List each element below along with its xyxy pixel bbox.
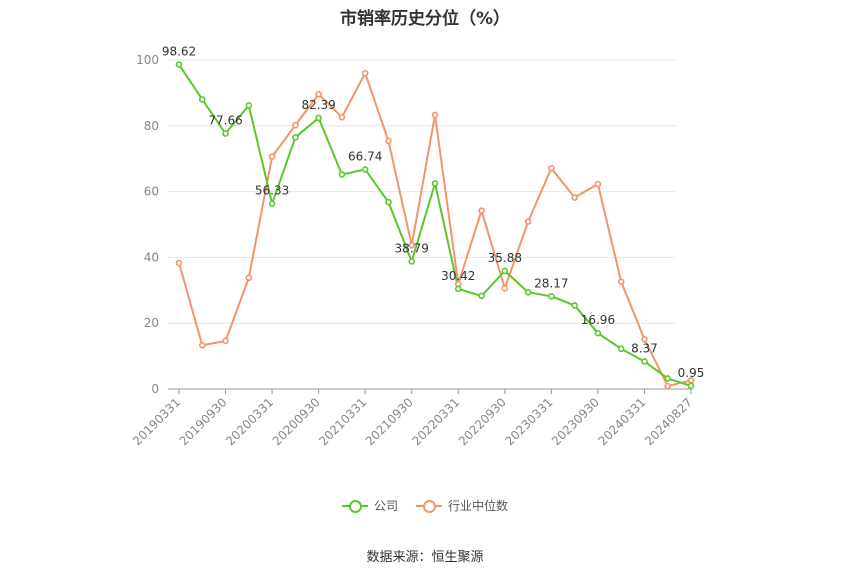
y-tick-label: 100 <box>136 53 159 67</box>
data-point-company <box>594 329 602 337</box>
data-point-industry <box>594 180 602 188</box>
data-point-company <box>431 180 439 187</box>
series-line-industry <box>178 72 692 388</box>
data-point-company <box>548 293 555 300</box>
y-tick-label: 40 <box>144 250 159 264</box>
data-point-company <box>222 130 229 137</box>
data-point-industry <box>431 111 439 119</box>
legend-item-company[interactable]: 公司 <box>341 497 398 514</box>
data-point-industry <box>501 285 509 292</box>
legend: 公司 行业中位数 <box>0 497 850 514</box>
data-point-industry <box>361 69 369 77</box>
x-tick-label: 20240331 <box>595 395 648 448</box>
data-point-industry <box>268 153 276 161</box>
source-note: 数据来源：恒生聚源 <box>366 550 484 565</box>
data-point-company <box>385 198 392 206</box>
data-point-company <box>501 267 509 275</box>
data-point-industry <box>548 164 555 172</box>
data-label: 0.95 <box>678 366 705 380</box>
data-label: 8.37 <box>631 341 658 355</box>
data-point-industry <box>641 336 648 343</box>
data-point-industry <box>664 382 672 390</box>
data-point-company <box>408 258 416 265</box>
data-point-company <box>478 292 485 300</box>
y-tick-label: 60 <box>144 185 159 199</box>
data-label: 38.79 <box>395 241 429 255</box>
data-point-company <box>315 114 322 122</box>
data-point-company <box>292 134 299 141</box>
y-tick-label: 80 <box>144 119 159 133</box>
x-tick-label: 20240827 <box>642 395 695 448</box>
x-tick-label: 20200331 <box>223 395 276 448</box>
data-point-company <box>617 345 625 353</box>
data-point-company <box>454 285 462 293</box>
data-point-industry <box>245 274 253 282</box>
x-tick-label: 20190331 <box>130 395 183 448</box>
x-tick-label: 20190930 <box>177 395 230 448</box>
y-tick-label: 0 <box>151 382 159 396</box>
data-point-company <box>361 166 369 173</box>
data-label: 56.33 <box>255 184 289 198</box>
data-point-industry <box>617 278 625 286</box>
data-point-industry <box>198 341 206 349</box>
data-point-company <box>175 61 183 68</box>
data-point-company <box>338 171 346 178</box>
data-point-company <box>664 375 672 382</box>
x-tick-label: 20230930 <box>549 395 602 448</box>
data-label: 82.39 <box>301 98 335 112</box>
data-point-industry <box>385 137 392 145</box>
data-point-company <box>245 102 253 109</box>
data-point-industry <box>571 194 578 201</box>
data-point-industry <box>315 90 322 98</box>
x-tick-label: 20210331 <box>316 395 369 448</box>
data-label: 98.62 <box>162 45 196 59</box>
chart-title: 市销率历史分位（%） <box>339 9 511 29</box>
data-point-company <box>198 96 206 103</box>
data-point-industry <box>292 121 299 129</box>
legend-label-industry: 行业中位数 <box>448 499 509 513</box>
legend-label-company: 公司 <box>373 499 398 513</box>
data-point-industry <box>222 337 229 345</box>
x-tick-label: 20230331 <box>502 395 555 448</box>
data-label: 35.88 <box>488 251 522 265</box>
x-tick-label: 20220930 <box>456 395 509 448</box>
x-tick-label: 20210930 <box>363 395 416 448</box>
data-label: 16.96 <box>581 313 615 327</box>
data-point-industry <box>478 207 485 214</box>
legend-marker-company-icon <box>341 499 368 513</box>
data-point-industry <box>524 218 532 225</box>
legend-marker-industry-icon <box>416 499 442 513</box>
data-point-industry <box>175 259 183 267</box>
data-point-company <box>524 288 532 296</box>
data-point-industry <box>338 113 346 121</box>
data-label: 28.17 <box>534 276 568 290</box>
data-label: 77.66 <box>208 113 242 127</box>
x-tick-label: 20200930 <box>270 395 323 448</box>
data-label: 30.42 <box>441 269 475 283</box>
data-point-company <box>641 358 648 365</box>
legend-item-industry[interactable]: 行业中位数 <box>416 497 508 514</box>
y-tick-label: 20 <box>144 316 159 330</box>
data-point-company <box>571 302 578 309</box>
data-point-company <box>268 200 276 207</box>
data-point-company <box>687 382 695 390</box>
data-point-industry <box>408 241 416 249</box>
x-tick-label: 20220331 <box>409 395 462 448</box>
data-label: 66.74 <box>348 149 382 163</box>
